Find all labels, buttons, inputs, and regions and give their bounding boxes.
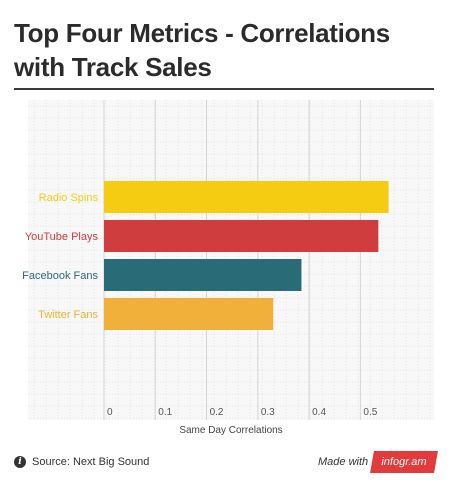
category-label: YouTube Plays [25,231,99,243]
bar-chart: Radio Spins YouTube Plays Facebook Fans Twi… [22,100,434,436]
infogram-badge[interactable]: infogr.am [370,451,438,473]
category-label: Facebook Fans [22,270,98,282]
category-label: Twitter Fans [38,309,98,321]
chart-title: Top Four Metrics - Correlations with Tra… [14,18,390,82]
category-label: Radio Spins [39,192,99,204]
source-note: i Source: Next Big Sound [14,456,149,468]
bar-radio-spins [104,181,389,213]
x-tick-label: 0.5 [363,407,377,418]
x-tick-label: 0.1 [158,407,172,418]
info-icon: i [14,456,26,468]
x-tick-label: 0 [107,407,113,418]
x-tick-labels: 0 0.1 0.2 0.3 0.4 0.5 [107,407,378,418]
x-axis-title: Same Day Correlations [179,425,282,436]
category-labels: Radio Spins YouTube Plays Facebook Fans Twi… [22,192,98,321]
x-tick-label: 0.3 [261,407,275,418]
x-tick-label: 0.2 [210,407,224,418]
source-text: Source: Next Big Sound [32,456,150,468]
made-with-text: Made with [318,456,369,468]
bar-twitter-fans [104,298,274,330]
x-tick-label: 0.4 [312,407,326,418]
bars [104,181,389,330]
bar-facebook-fans [104,259,302,291]
title-divider [14,88,434,90]
bar-youtube-plays [104,220,379,252]
